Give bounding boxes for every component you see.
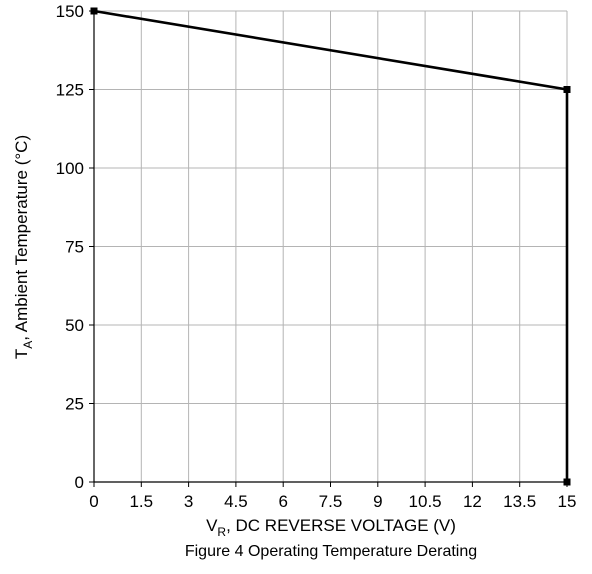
y-tick-label: 125 <box>56 81 84 100</box>
figure-caption: Figure 4 Operating Temperature Derating <box>185 543 477 560</box>
y-tick-label: 100 <box>56 159 84 178</box>
y-axis-title-subscript: A <box>21 341 35 349</box>
x-axis-title-main: V <box>206 516 218 535</box>
data-point-marker <box>90 7 98 15</box>
y-axis-title-rest: , Ambient Temperature (°C) <box>12 135 31 341</box>
y-axis-title-main: T <box>12 349 31 359</box>
data-point-marker <box>563 478 571 486</box>
x-tick-label: 6 <box>278 492 287 511</box>
grid <box>94 10 568 482</box>
x-tick-label: 13.5 <box>503 492 536 511</box>
series <box>90 7 571 486</box>
x-axis-title: VR, DC REVERSE VOLTAGE (V) <box>206 516 456 539</box>
axes <box>89 10 568 487</box>
x-axis-title-rest: , DC REVERSE VOLTAGE (V) <box>226 516 456 535</box>
tick-labels: 0 1.5 3 4.5 6 7.5 9 10.5 12 13.5 15025507510012515… <box>56 2 577 511</box>
x-tick-label: 0 <box>89 492 98 511</box>
x-tick-label: 9 <box>373 492 382 511</box>
x-tick-label: 12 <box>463 492 482 511</box>
data-point-marker <box>563 86 571 93</box>
y-tick-label: 75 <box>65 238 84 257</box>
x-tick-label: 4.5 <box>224 492 248 511</box>
y-tick-label: 0 <box>75 473 84 492</box>
x-tick-label: 3 <box>184 492 193 511</box>
y-tick-label: 150 <box>56 2 84 21</box>
x-tick-label: 10.5 <box>409 492 442 511</box>
y-tick-label: 50 <box>65 316 84 335</box>
x-axis-title-subscript: R <box>217 525 226 539</box>
y-tick-label: 25 <box>65 395 84 414</box>
y-axis-title: TA, Ambient Temperature (°C) <box>12 135 35 359</box>
x-tick-label: 7.5 <box>319 492 343 511</box>
x-tick-label: 15 <box>558 492 577 511</box>
x-tick-label: 1.5 <box>129 492 153 511</box>
